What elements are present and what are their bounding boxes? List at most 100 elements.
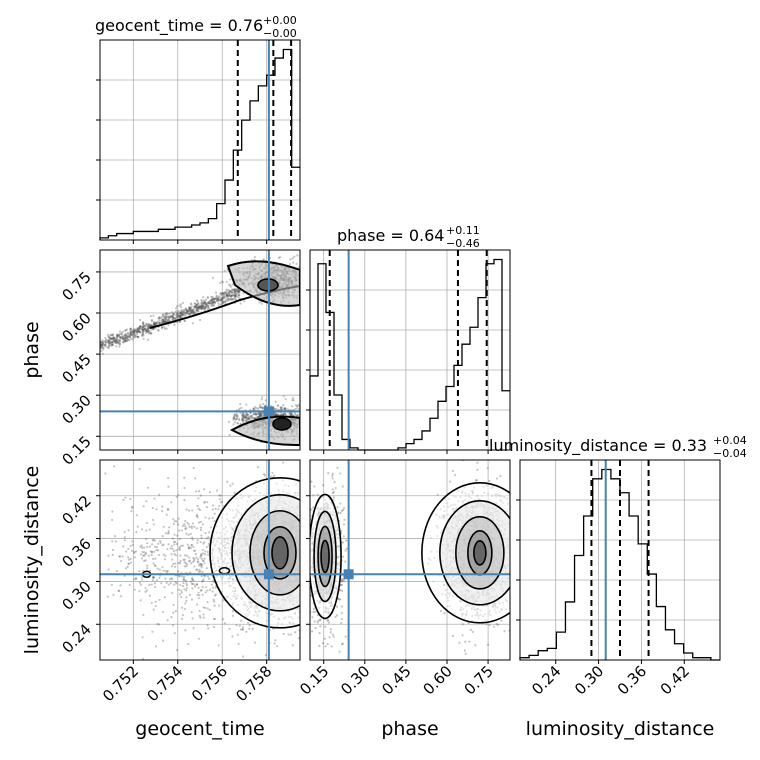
sample-point	[223, 295, 226, 298]
sample-point	[153, 497, 156, 500]
sample-point	[234, 290, 237, 293]
sample-point	[203, 306, 207, 309]
sample-point	[242, 655, 245, 658]
sample-point	[304, 427, 306, 429]
sample-point	[163, 317, 166, 320]
sample-point	[227, 298, 230, 301]
sample-point	[231, 289, 234, 292]
sample-point	[120, 559, 123, 563]
sample-point	[291, 257, 294, 260]
sample-point	[313, 413, 315, 415]
sample-point	[213, 301, 216, 304]
sample-point	[181, 606, 184, 609]
sample-point	[202, 306, 205, 309]
sample-point	[111, 340, 114, 343]
sample-point	[233, 289, 237, 292]
sample-point	[230, 297, 233, 300]
sample-point	[131, 505, 134, 509]
sample-point	[252, 416, 256, 420]
sample-point	[203, 305, 206, 308]
sample-point	[221, 302, 224, 305]
sample-point	[188, 559, 191, 562]
sample-point	[161, 313, 165, 316]
sample-point	[110, 344, 113, 347]
sample-point	[196, 539, 199, 542]
sample-point	[311, 414, 313, 416]
sample-point	[254, 417, 257, 420]
sample-point	[183, 314, 186, 317]
sample-point	[257, 413, 260, 416]
sample-point	[161, 320, 165, 324]
sample-point	[273, 474, 276, 477]
sample-point	[121, 555, 124, 558]
sample-point	[145, 329, 148, 332]
sample-point	[194, 549, 197, 552]
sample-point	[301, 275, 303, 277]
sample-point	[248, 624, 251, 627]
sample-point	[152, 576, 155, 579]
sample-point	[114, 540, 117, 543]
sample-point	[136, 328, 140, 331]
sample-point	[229, 295, 232, 298]
sample-point	[201, 305, 204, 308]
sample-point	[154, 321, 157, 325]
sample-point	[170, 315, 173, 319]
sample-point	[117, 589, 120, 593]
sample-point	[183, 486, 186, 490]
sample-point	[232, 297, 235, 300]
sample-point	[145, 331, 148, 335]
sample-point	[136, 525, 139, 528]
sample-point	[236, 416, 239, 419]
sample-point	[184, 525, 187, 528]
sample-point	[155, 508, 158, 511]
sample-point	[282, 403, 285, 407]
sample-point	[250, 417, 253, 420]
sample-point	[235, 417, 238, 420]
sample-point	[207, 627, 210, 630]
sample-point	[307, 287, 309, 289]
sample-point	[131, 333, 134, 337]
sample-point	[167, 485, 170, 488]
sample-point	[199, 520, 202, 523]
sample-point	[153, 322, 157, 325]
sample-point	[124, 339, 128, 343]
sample-point	[137, 329, 141, 332]
sample-point	[162, 321, 166, 324]
sample-point	[227, 292, 230, 295]
sample-point	[157, 328, 160, 332]
sample-point	[307, 282, 309, 284]
sample-point	[262, 473, 265, 476]
sample-point	[308, 246, 310, 248]
sample-point	[150, 318, 154, 322]
sample-point	[162, 320, 165, 323]
sample-point	[167, 324, 170, 327]
sample-point	[280, 413, 283, 416]
sample-point	[219, 298, 222, 301]
sample-point	[202, 304, 205, 308]
sample-point	[123, 340, 126, 343]
sample-point	[302, 270, 304, 272]
sample-point	[304, 441, 306, 443]
sample-point	[139, 331, 142, 334]
sample-point	[238, 294, 241, 297]
sample-point	[148, 583, 151, 586]
sample-point	[304, 427, 306, 429]
sample-point	[211, 303, 214, 307]
sample-point	[128, 334, 131, 337]
sample-point	[121, 335, 124, 338]
sample-point	[241, 417, 244, 421]
sample-point	[311, 272, 313, 274]
sample-point	[291, 644, 294, 647]
sample-point	[197, 490, 201, 493]
sample-point	[282, 412, 286, 416]
sample-point	[161, 566, 164, 569]
sample-point	[236, 290, 239, 293]
sample-point	[172, 318, 176, 321]
sample-point	[301, 412, 303, 414]
sample-point	[198, 306, 201, 309]
sample-point	[136, 332, 139, 336]
sample-point	[101, 342, 104, 346]
sample-point	[211, 298, 214, 301]
sample-point	[200, 564, 203, 567]
tick-label-x: 0.15	[296, 662, 332, 698]
